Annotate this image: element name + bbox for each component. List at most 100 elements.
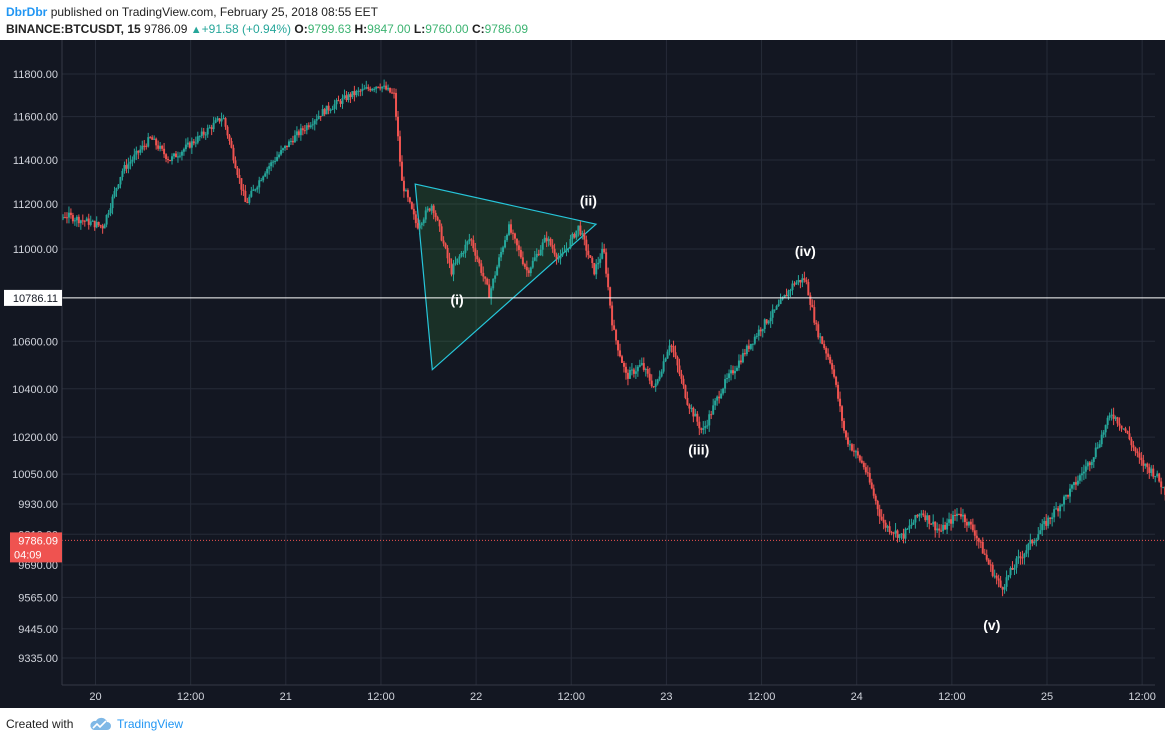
up-candle xyxy=(176,156,179,158)
up-candle xyxy=(456,258,459,263)
up-candle xyxy=(628,369,631,379)
down-candle xyxy=(837,384,840,399)
down-candle xyxy=(759,329,762,332)
time-axis[interactable]: 20 12:00 21 12:00 22 12:00 23 12:00 24 12:00 25 12:… xyxy=(62,684,1156,703)
up-candle xyxy=(557,258,560,260)
up-candle xyxy=(783,294,786,298)
price-tick-label: 11200.00 xyxy=(13,199,58,211)
price-tick-label: 10200.00 xyxy=(12,432,58,444)
down-candle xyxy=(922,513,925,516)
up-candle xyxy=(1039,530,1042,535)
up-candle xyxy=(781,297,784,300)
up-candle xyxy=(660,371,663,377)
up-candle xyxy=(363,88,366,90)
tradingview-link[interactable]: TradingView xyxy=(117,717,184,731)
down-candle xyxy=(396,116,399,137)
down-candle xyxy=(349,94,352,98)
down-candle xyxy=(839,398,842,407)
down-candle xyxy=(1011,567,1014,570)
triangle-drawing[interactable] xyxy=(414,183,598,371)
crosshair-price-text: 10786.11 xyxy=(13,293,58,305)
up-candle xyxy=(115,188,118,192)
down-candle xyxy=(202,131,205,135)
down-candle xyxy=(472,240,475,249)
up-candle xyxy=(309,125,312,128)
down-candle xyxy=(1045,520,1048,526)
up-candle xyxy=(789,290,792,292)
time-tick-label: 12:00 xyxy=(557,691,585,703)
up-candle xyxy=(946,522,949,530)
up-candle xyxy=(500,252,503,258)
up-candle xyxy=(791,283,794,291)
up-candle xyxy=(282,148,285,151)
down-candle xyxy=(579,225,582,235)
up-candle xyxy=(848,444,851,446)
up-candle xyxy=(1059,505,1062,512)
up-candle xyxy=(335,100,338,105)
up-candle xyxy=(426,208,429,211)
up-candle xyxy=(182,149,185,152)
down-candle xyxy=(880,516,883,520)
down-candle xyxy=(450,263,453,275)
down-candle xyxy=(377,86,380,88)
down-candle xyxy=(624,366,627,373)
up-candle xyxy=(1035,539,1038,542)
up-candle xyxy=(119,176,122,185)
up-candle xyxy=(1110,414,1113,416)
down-candle xyxy=(99,225,102,227)
up-candle xyxy=(728,373,731,378)
up-candle xyxy=(383,85,386,87)
up-candle xyxy=(260,180,263,182)
down-candle xyxy=(977,538,980,542)
down-candle xyxy=(210,127,213,130)
down-candle xyxy=(224,118,227,127)
up-candle xyxy=(139,149,142,153)
up-candle xyxy=(737,360,740,368)
down-candle xyxy=(620,356,623,363)
price-chart[interactable]: (i) (ii) (iii) (iv) (v) 11800.00 11600.00 1140… xyxy=(0,40,1165,708)
up-candle xyxy=(287,141,290,148)
down-candle xyxy=(1118,423,1121,426)
down-candle xyxy=(230,140,233,148)
down-candle xyxy=(587,250,590,256)
up-candle xyxy=(906,528,909,530)
down-candle xyxy=(864,467,867,473)
up-candle xyxy=(127,163,130,169)
author-link[interactable]: DbrDbr xyxy=(6,5,48,19)
up-candle xyxy=(634,371,637,374)
price-tags: 10786.11 9786.09 04:09 xyxy=(4,289,62,563)
down-candle xyxy=(1134,447,1137,452)
chart-canvas[interactable]: (i) (ii) (iii) (iv) (v) 11800.00 11600.00 1140… xyxy=(0,40,1165,708)
down-candle xyxy=(950,519,953,524)
down-candle xyxy=(553,248,556,255)
up-candle xyxy=(73,220,76,222)
up-candle xyxy=(317,115,320,119)
up-candle xyxy=(373,88,376,90)
down-candle xyxy=(436,217,439,221)
wave-label: (i) xyxy=(450,291,463,307)
down-candle xyxy=(940,530,943,532)
down-candle xyxy=(622,362,625,367)
up-candle xyxy=(494,275,497,279)
down-candle xyxy=(743,353,746,355)
down-candle xyxy=(870,482,873,489)
down-candle xyxy=(607,273,610,288)
up-candle xyxy=(75,216,78,221)
up-candle xyxy=(1063,496,1066,505)
up-candle xyxy=(196,136,199,143)
up-candle xyxy=(468,239,471,242)
up-candle xyxy=(1055,508,1058,510)
down-candle xyxy=(981,541,984,554)
down-candle xyxy=(1088,462,1091,466)
down-candle xyxy=(448,258,451,264)
up-candle xyxy=(171,156,174,161)
up-candle xyxy=(961,514,964,517)
up-candle xyxy=(424,210,427,220)
up-candle xyxy=(284,145,287,149)
up-candle xyxy=(795,282,798,285)
up-candle xyxy=(452,264,455,275)
up-candle xyxy=(1003,586,1006,590)
price-axis[interactable]: 11800.00 11600.00 11400.00 11200.00 11000.00… xyxy=(0,40,63,708)
up-candle xyxy=(105,214,108,225)
down-candle xyxy=(440,226,443,241)
